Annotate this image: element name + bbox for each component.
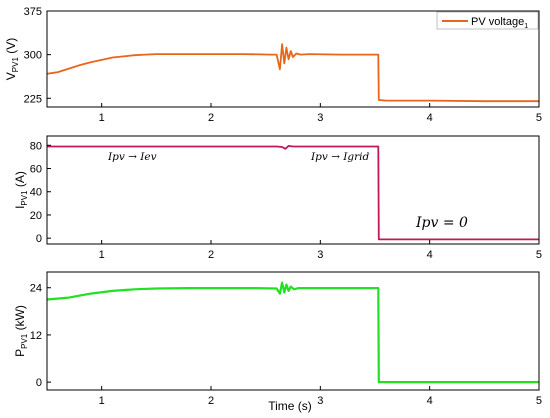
current-plot-frame: [46, 135, 540, 245]
current-x-tick-label: 5: [536, 249, 542, 261]
current-y-tick-label: 60: [30, 164, 42, 176]
voltage-legend: PV voltage1: [436, 11, 539, 30]
power-x-tick-label: 2: [208, 395, 214, 407]
current-x-tick-label: 2: [208, 249, 214, 261]
legend-box: [436, 11, 539, 30]
voltage-x-tick-label: 4: [427, 112, 433, 124]
voltage-x-tick-label: 1: [99, 112, 105, 124]
annotation-ipv-zero: Ipv = 0: [415, 215, 468, 231]
current-y-tick-label: 80: [30, 140, 42, 152]
current-series-line-0: [47, 144, 539, 241]
voltage-x-tick-label: 2: [208, 112, 214, 124]
current-panel: IPV1 (A) Ipv → Iev Ipv → Igrid Ipv = 0 0…: [13, 135, 542, 261]
current-y-tick-label: 0: [36, 233, 42, 245]
voltage-y-tick-label: 375: [24, 6, 42, 18]
power-y-tick-label: 0: [36, 377, 42, 389]
power-x-tick-label: 4: [427, 395, 433, 407]
current-y-tick-label: 20: [30, 210, 42, 222]
x-axis-label: Time (s): [268, 399, 312, 413]
power-x-tick-label: 1: [99, 395, 105, 407]
voltage-y-tick-label: 300: [24, 50, 42, 62]
annotation-ipv-to-iev: Ipv → Iev: [107, 151, 157, 163]
voltage-y-tick-label: 225: [24, 93, 42, 105]
current-x-tick-label: 1: [99, 249, 105, 261]
power-y-tick-label: 24: [30, 283, 42, 295]
power-y-tick-label: 12: [30, 330, 42, 342]
voltage-panel: VPV1 (V) PV voltage1 225 300 375 1 2 3 4 5: [4, 6, 542, 124]
voltage-y-axis-label: VPV1 (V): [4, 38, 20, 80]
power-y-axis-label: PPV1 (kW): [13, 305, 29, 357]
current-y-axis-label: IPV1 (A): [13, 171, 29, 209]
power-series-line-0: [46, 281, 539, 384]
annotation-ipv-to-igrid: Ipv → Igrid: [310, 151, 370, 163]
current-x-tick-label: 4: [427, 249, 433, 261]
power-x-tick-label: 3: [317, 395, 323, 407]
voltage-x-tick-label: 3: [317, 112, 323, 124]
legend-label: PV voltage1: [471, 16, 528, 30]
voltage-plot-frame: [46, 10, 540, 108]
current-x-tick-label: 3: [317, 249, 323, 261]
power-x-tick-label: 5: [536, 395, 542, 407]
current-y-tick-label: 40: [30, 187, 42, 199]
power-plot-frame: [46, 271, 540, 391]
voltage-x-tick-label: 5: [536, 112, 542, 124]
voltage-series-line-0: [46, 43, 539, 103]
